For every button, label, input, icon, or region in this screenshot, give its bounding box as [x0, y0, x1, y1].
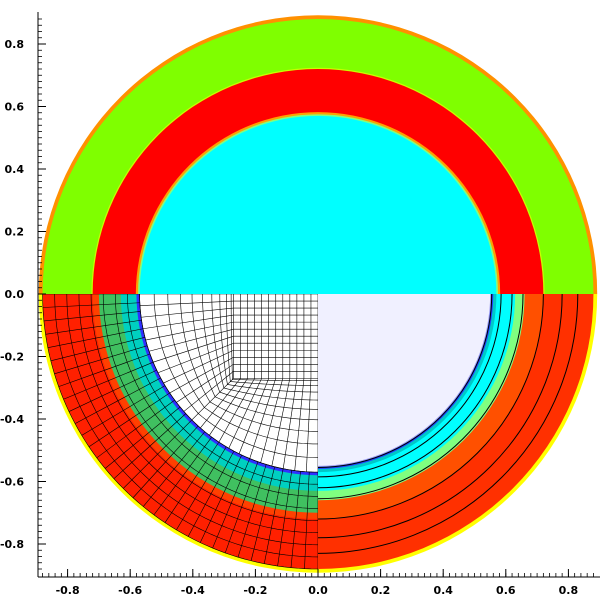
mesh-line — [58, 353, 151, 387]
mesh-line — [211, 294, 318, 401]
x-tick-label: -0.2 — [243, 584, 267, 597]
mesh-line — [202, 294, 318, 410]
mesh-line — [200, 378, 241, 429]
y-tick-label: -0.8 — [0, 538, 24, 551]
mesh-line — [271, 378, 291, 467]
mesh-line — [145, 321, 234, 341]
y-tick-label: 0.6 — [5, 101, 25, 114]
upper-cyan-core — [139, 115, 497, 294]
x-tick-label: -0.8 — [56, 584, 80, 597]
mesh-line — [43, 311, 141, 322]
mesh-line — [96, 399, 175, 459]
mesh-line — [306, 378, 312, 472]
mesh-line — [81, 385, 166, 436]
mesh-line — [141, 307, 234, 318]
y-tick-label: 0.8 — [5, 38, 25, 51]
mesh-lines — [42, 294, 318, 570]
mesh-line — [191, 378, 234, 421]
y-tick-label: 0.2 — [5, 226, 25, 239]
mesh-line — [183, 371, 234, 412]
mesh-line — [163, 349, 234, 384]
mesh-line — [180, 294, 318, 432]
mesh-line — [249, 378, 277, 459]
y-tick-label: -0.2 — [0, 351, 24, 364]
x-tick-label: 0.2 — [371, 584, 391, 597]
upper-half-field — [38, 15, 598, 294]
mesh-line — [68, 369, 157, 412]
mesh-line — [153, 294, 318, 458]
y-tick-label: 0.4 — [5, 163, 25, 176]
mesh-line — [219, 294, 318, 393]
mesh-line — [263, 468, 284, 564]
mesh-line — [42, 302, 140, 308]
mesh-line — [228, 378, 262, 449]
mesh-line — [212, 458, 251, 549]
mesh-line — [169, 357, 234, 394]
mesh-line — [230, 294, 318, 382]
mesh-line — [88, 392, 170, 448]
mesh-line — [142, 314, 234, 330]
y-tick-label: -0.4 — [0, 413, 24, 426]
mesh-line — [153, 436, 212, 516]
mesh-line — [176, 446, 227, 531]
x-tick-label: 0.4 — [433, 584, 453, 597]
x-tick-label: 0.0 — [308, 584, 328, 597]
mesh-line — [304, 471, 310, 569]
mesh-line — [290, 471, 301, 568]
mesh-line — [224, 461, 259, 554]
mesh-line — [139, 300, 234, 306]
mesh-line — [132, 425, 199, 498]
x-tick-label: 0.6 — [496, 584, 516, 597]
y-tick-label: -0.6 — [0, 476, 24, 489]
mesh-line — [187, 450, 235, 537]
mesh-line — [153, 335, 234, 363]
plot-area — [38, 15, 598, 573]
mesh-line — [113, 413, 187, 479]
x-tick-label: -0.4 — [181, 584, 205, 597]
mesh-line — [277, 470, 293, 567]
mesh-line — [218, 378, 255, 443]
mesh-line — [237, 464, 267, 558]
mesh-line — [63, 361, 154, 400]
mesh-line — [47, 328, 144, 348]
mesh-line — [157, 342, 234, 374]
lower-right-lavender-core — [318, 294, 491, 466]
mesh-line — [50, 336, 146, 362]
mesh-line — [164, 441, 220, 523]
mesh-line — [123, 419, 193, 489]
mesh-line — [294, 378, 305, 471]
mesh-line — [250, 466, 275, 561]
mesh-line — [54, 345, 148, 375]
mesh-line — [104, 406, 181, 469]
mesh-line — [226, 294, 318, 386]
lower-right-field — [318, 294, 598, 573]
mesh-line — [282, 378, 298, 469]
mesh-line — [238, 378, 269, 454]
mesh-line — [74, 377, 161, 424]
mesh-line — [191, 294, 318, 421]
lower-left-mesh — [38, 294, 318, 573]
mesh-line — [199, 454, 242, 543]
mesh-line — [260, 378, 284, 463]
x-tick-label: 0.8 — [559, 584, 579, 597]
mesh-line — [176, 364, 234, 403]
mesh-line — [148, 328, 234, 352]
mesh-line — [167, 294, 318, 445]
axes: -0.8 -0.6 -0.4 -0.2 0.0 0.2 0.4 0.6 0.8 0.8 0.6 0.4… — [0, 12, 600, 597]
x-tick-label: -0.6 — [118, 584, 142, 597]
mesh-line — [45, 319, 142, 335]
y-tick-label: 0.0 — [5, 288, 25, 301]
mesh-line — [143, 431, 206, 507]
mesh-line — [209, 378, 248, 436]
